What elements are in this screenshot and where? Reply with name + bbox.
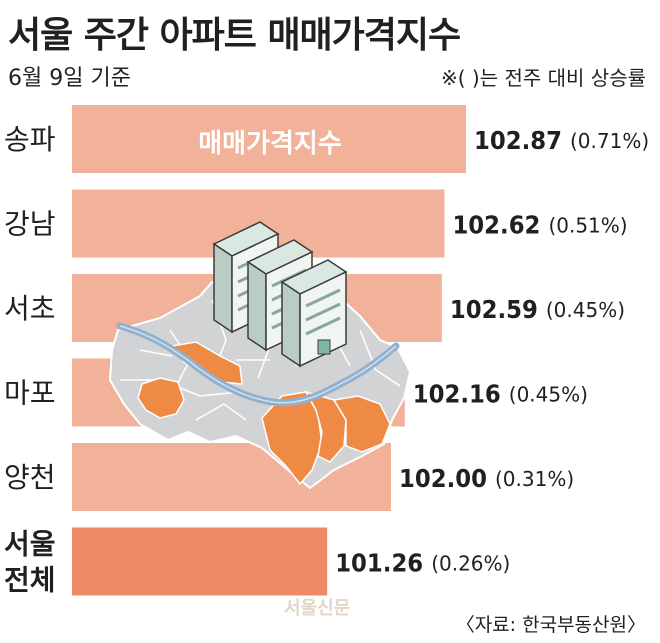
value-label: 102.87	[474, 126, 562, 155]
value-label: 102.59	[450, 295, 538, 324]
category-label: 서초	[4, 292, 56, 325]
change-label: (0.51%)	[548, 214, 627, 238]
change-label: (0.45%)	[546, 298, 625, 322]
seocho-district	[261, 391, 323, 486]
seoul-map-illustration	[108, 221, 412, 490]
category-label: 강남	[4, 208, 56, 241]
apartment-building-icon	[280, 259, 348, 368]
category-label: 송파	[4, 123, 56, 156]
labels-layer: 송파 102.87 (0.71%) 강남 102.62 (0.51%) 서초 102.59 (0…	[4, 123, 649, 597]
category-label: 전체	[4, 564, 56, 597]
value-label: 102.00	[399, 464, 487, 493]
bar-6	[72, 527, 328, 596]
change-label: (0.71%)	[570, 129, 649, 153]
change-label: (0.26%)	[431, 552, 510, 576]
category-label: 마포	[4, 377, 56, 410]
change-label: (0.45%)	[509, 383, 588, 407]
value-label: 102.62	[452, 211, 540, 240]
page-title: 서울 주간 아파트 매매가격지수	[8, 15, 461, 56]
watermark: 서울신문	[284, 598, 351, 619]
change-label: (0.31%)	[495, 467, 574, 491]
date-subtitle: 6월 9일 기준	[8, 66, 131, 91]
songpa-district	[332, 395, 391, 453]
value-label: 101.26	[335, 549, 423, 578]
category-label: 서울	[4, 528, 56, 561]
value-label: 102.16	[413, 380, 501, 409]
data-source: 〈자료: 한국부동산원〉	[455, 614, 646, 636]
change-note: ※( )는 전주 대비 상승률	[441, 66, 646, 90]
bar-inner-label: 매매가격지수	[198, 129, 342, 159]
bar-1	[72, 105, 466, 173]
yangcheon-district	[137, 377, 185, 419]
category-label: 양천	[4, 461, 56, 494]
